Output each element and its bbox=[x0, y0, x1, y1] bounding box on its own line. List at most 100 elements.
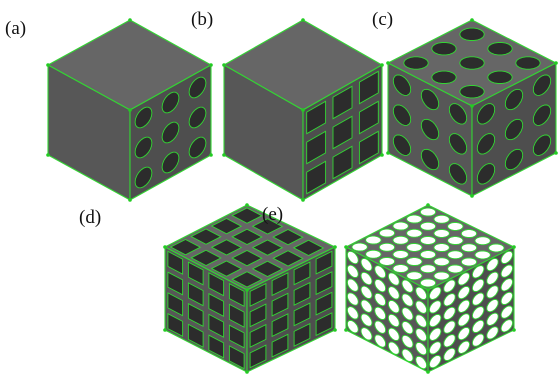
panel-3-right-hole bbox=[249, 344, 267, 369]
panel-4-left-hole bbox=[346, 292, 359, 306]
panel-4-top-hole bbox=[419, 221, 437, 231]
panel-2-right-hole bbox=[476, 133, 496, 155]
panel-4-right-hole bbox=[500, 319, 514, 333]
panel-4-top-hole bbox=[460, 229, 478, 238]
cube-d bbox=[163, 203, 337, 374]
panel-0-right-hole bbox=[188, 106, 207, 129]
panel-3-left-hole bbox=[208, 292, 225, 318]
cubes-layer bbox=[46, 18, 558, 374]
panel-2-right-hole bbox=[476, 103, 496, 125]
vertex-marker bbox=[554, 151, 558, 155]
panel-4-left-hole bbox=[401, 321, 414, 335]
vertex-marker bbox=[554, 61, 558, 65]
panel-2-left-hole bbox=[392, 134, 412, 156]
vertex-marker bbox=[222, 63, 226, 67]
vertex-marker bbox=[470, 104, 474, 108]
panel-label-e: (e) bbox=[262, 204, 283, 225]
panel-3-left-hole bbox=[228, 324, 245, 349]
panel-2-right-hole bbox=[532, 104, 552, 126]
panel-3-top-hole bbox=[169, 238, 202, 256]
panel-4-left-hole bbox=[401, 307, 414, 321]
panel-1-right-hole bbox=[358, 70, 379, 105]
panel-0-right-hole bbox=[161, 91, 180, 114]
panel-4-top-hole bbox=[433, 214, 450, 224]
panel-3-left-hole bbox=[208, 313, 225, 338]
vertex-marker bbox=[245, 370, 249, 374]
panel-4-top-hole bbox=[419, 236, 437, 245]
panel-4-right-hole bbox=[500, 305, 514, 319]
panel-4-right-hole bbox=[457, 313, 471, 327]
panel-2-top-hole bbox=[515, 56, 541, 70]
panel-label-a: (a) bbox=[5, 18, 26, 39]
panel-4-top-hole bbox=[433, 271, 450, 281]
vertex-marker bbox=[426, 288, 430, 292]
vertex-marker bbox=[344, 328, 348, 332]
vertex-marker bbox=[245, 203, 249, 207]
panel-4-right-hole bbox=[500, 278, 514, 292]
panel-label-b: (b) bbox=[191, 9, 213, 30]
panel-3-right-hole bbox=[249, 303, 267, 328]
panel-4-top-hole bbox=[392, 221, 409, 231]
panel-0-right-hole bbox=[134, 166, 153, 189]
panel-3-right-hole bbox=[271, 313, 289, 338]
vertex-marker bbox=[344, 245, 348, 249]
panel-4-top-hole bbox=[406, 257, 423, 266]
panel-2-top-hole bbox=[459, 27, 485, 41]
panel-3-top-hole bbox=[190, 228, 222, 245]
panel-3-top-hole bbox=[251, 260, 284, 278]
panel-4-left-hole bbox=[346, 278, 359, 292]
panel-4-left-hole bbox=[346, 320, 359, 334]
panel-4-top-hole bbox=[365, 235, 382, 245]
panel-3-right-hole bbox=[271, 333, 289, 358]
panel-4-right-hole bbox=[457, 340, 471, 354]
vertex-marker bbox=[333, 328, 337, 332]
panel-0-right-hole bbox=[161, 121, 180, 144]
panel-4-top-hole bbox=[406, 214, 423, 224]
panel-4-top-hole bbox=[365, 249, 382, 259]
panel-4-top-hole bbox=[392, 250, 409, 259]
panel-3-right-hole bbox=[293, 281, 311, 306]
panel-1-right-hole bbox=[332, 85, 353, 120]
panel-1-right-hole bbox=[332, 145, 353, 180]
panel-4-right-hole bbox=[486, 285, 499, 299]
panel-4-left-hole bbox=[387, 313, 400, 328]
panel-4-left-hole bbox=[415, 342, 428, 356]
panel-2-left-hole bbox=[448, 163, 468, 185]
panel-3-left-hole bbox=[167, 292, 184, 317]
panel-4-right-hole bbox=[486, 299, 499, 313]
panel-3-left-hole bbox=[228, 282, 245, 308]
vertex-marker bbox=[128, 198, 132, 202]
panel-4-left-hole bbox=[401, 334, 414, 349]
panel-4-right-hole bbox=[457, 272, 471, 286]
panel-4-top-hole bbox=[419, 278, 437, 288]
panel-4-right-hole bbox=[500, 264, 514, 278]
panel-4-left-hole bbox=[346, 264, 359, 278]
panel-2-right-hole bbox=[504, 118, 524, 141]
panel-4-left-hole bbox=[360, 299, 373, 313]
panel-3-right-hole bbox=[249, 323, 267, 348]
panel-2-right-hole bbox=[504, 148, 524, 171]
panel-4-right-hole bbox=[500, 250, 514, 264]
panel-1-right-hole bbox=[332, 115, 353, 150]
panel-4-left-hole bbox=[401, 279, 414, 293]
vertex-marker bbox=[301, 198, 305, 202]
panel-4-top-hole bbox=[419, 264, 437, 274]
panel-label-c: (c) bbox=[372, 9, 393, 30]
panel-4-top-hole bbox=[406, 271, 423, 281]
panel-4-top-hole bbox=[460, 257, 478, 267]
panel-4-left-hole bbox=[401, 348, 414, 362]
panel-3-top-hole bbox=[292, 239, 325, 257]
panel-4-right-hole bbox=[443, 293, 456, 307]
panel-3-top-hole bbox=[210, 260, 243, 277]
vertex-marker bbox=[163, 245, 167, 249]
vertex-marker bbox=[209, 153, 213, 157]
panel-4-left-hole bbox=[360, 313, 373, 327]
panel-0-right-hole bbox=[134, 106, 153, 129]
panel-1-right-hole bbox=[306, 100, 327, 135]
panel-4-left-hole bbox=[374, 292, 387, 307]
panel-2-right-hole bbox=[476, 163, 496, 185]
panel-1-right-hole bbox=[306, 160, 327, 195]
panel-2-left-hole bbox=[392, 74, 412, 96]
vertex-marker bbox=[426, 370, 430, 374]
